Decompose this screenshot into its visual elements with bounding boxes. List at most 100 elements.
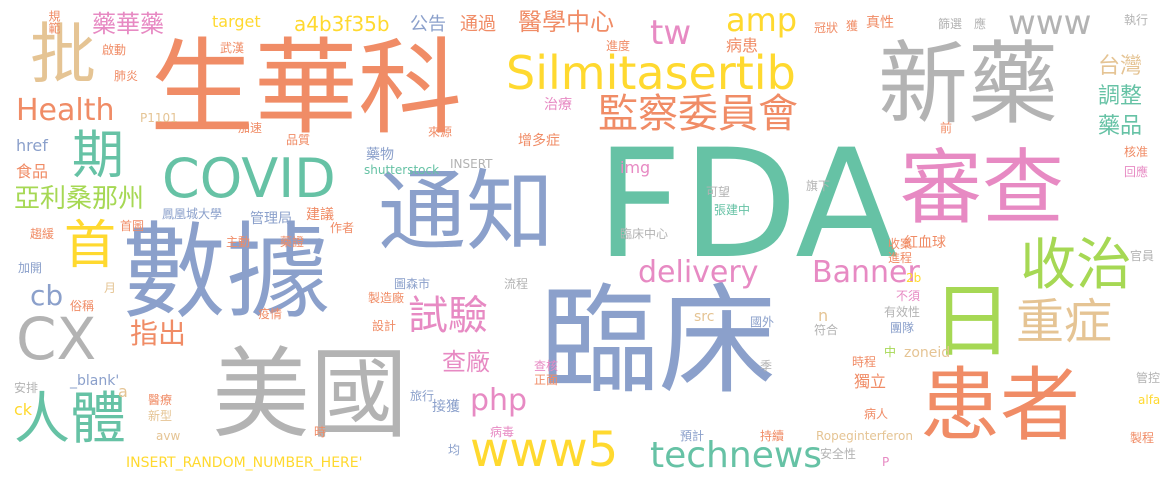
cloud-word-administration: 管理局 — [250, 211, 292, 227]
cloud-word-a: a — [118, 382, 128, 401]
cloud-word-respond: 回應 — [1124, 165, 1149, 179]
cloud-word-severe: 重症 — [1016, 294, 1113, 350]
cloud-word-control: 管控 — [1136, 371, 1161, 385]
cloud-word-fda: FDA — [596, 118, 898, 292]
cloud-word-point-out: 指出 — [130, 317, 187, 350]
cloud-word-review: 審查 — [900, 141, 1065, 236]
cloud-word-ck: ck — [14, 400, 33, 419]
cloud-word-accelerate: 加速 — [238, 121, 263, 135]
cloud-word-2b: 2b — [906, 271, 922, 285]
cloud-word-efficacy: 有效性 — [884, 305, 921, 319]
cloud-word-human-body: 人體 — [14, 387, 126, 452]
cloud-word-phase: 期 — [72, 126, 125, 186]
cloud-word-proactive: 主動 — [226, 235, 251, 249]
cloud-word-www5: www5 — [470, 422, 619, 478]
cloud-word-amp: amp — [726, 1, 798, 39]
cloud-word-tucson: 圖森市 — [394, 277, 431, 291]
cloud-word-cx: CX — [16, 305, 97, 373]
cloud-word-notice: 通知 — [378, 160, 555, 263]
cloud-word-no-need: 不須 — [896, 289, 921, 303]
cloud-word-screening: 篩選 — [938, 17, 963, 31]
cloud-word-month: 月 — [104, 281, 117, 295]
cloud-word-extra-open: 加開 — [18, 261, 43, 275]
cloud-word-insert: INSERT — [450, 157, 493, 171]
cloud-word-foreign: 國外 — [750, 315, 775, 329]
cloud-word-pharmaessentia: 藥華藥 — [92, 10, 164, 38]
cloud-word-manufacturing-plant: 製造廠 — [368, 291, 405, 305]
cloud-word-positive: 正面 — [534, 373, 559, 387]
cloud-word-execute: 執行 — [1124, 13, 1149, 27]
cloud-word-subsidiary: 旗下 — [806, 179, 831, 193]
cloud-word-covid: COVID — [162, 147, 336, 210]
cloud-word-shutterstock: shutterstock — [364, 163, 440, 177]
cloud-word-health: Health — [16, 93, 115, 128]
cloud-word-banner: Banner — [812, 255, 920, 290]
cloud-word-arizona: 亞利桑那州 — [14, 184, 145, 214]
cloud-word-norms: 規範 — [47, 10, 61, 34]
cloud-word-www: www — [1008, 3, 1092, 43]
cloud-word-healthcare: 醫療 — [148, 393, 173, 407]
cloud-word-insert-random: INSERT_RANDOM_NUMBER_HERE' — [126, 455, 363, 471]
cloud-word-when: 時 — [314, 425, 327, 439]
cloud-word-obtain: 獲 — [846, 19, 859, 33]
cloud-word-monitoring-committee: 監察委員會 — [598, 91, 798, 137]
cloud-word-safety: 安全性 — [820, 447, 857, 461]
cloud-word-src: src — [694, 309, 715, 325]
cloud-word-receive: 接獲 — [432, 399, 460, 415]
cloud-word-red-blood-cell: 紅血球 — [904, 235, 946, 251]
cloud-word-middle: 中 — [884, 345, 897, 359]
cloud-word-admit: 收治 — [1020, 233, 1132, 298]
cloud-word-php: php — [470, 383, 528, 418]
cloud-word-treatment: 治療 — [544, 97, 572, 113]
cloud-word-hash: a4b3f35b — [294, 12, 390, 36]
cloud-word-travel: 旅行 — [410, 389, 435, 403]
cloud-word-day: 日 — [932, 275, 1012, 368]
cloud-word-pharmaceuticals: 藥品 — [1098, 114, 1143, 139]
cloud-word-avw: avw — [156, 429, 181, 443]
cloud-word-officials: 官員 — [1130, 249, 1155, 263]
cloud-word-arrange: 安排 — [14, 381, 39, 395]
cloud-word-first: 首 — [64, 216, 117, 276]
cloud-word-img: img — [620, 158, 651, 177]
cloud-word-comply: 符合 — [814, 323, 839, 337]
cloud-word-company: 生華科 — [150, 27, 463, 149]
cloud-word-design: 設計 — [372, 319, 397, 333]
cloud-word-target: target — [212, 12, 261, 31]
cloud-word-team: 團隊 — [890, 321, 915, 335]
cloud-word-header-image: 首圖 — [120, 219, 145, 233]
cloud-word-p: P — [882, 455, 890, 469]
cloud-word-should: 應 — [974, 17, 987, 31]
cloud-word-drugs: 藥物 — [366, 147, 394, 163]
cloud-word-alfa: alfa — [1138, 393, 1161, 407]
cloud-word-href: href — [16, 136, 48, 155]
cloud-word-factory-inspection: 查廠 — [442, 348, 490, 376]
cloud-word-n: n — [818, 306, 829, 325]
cloud-word-taiwan: 台灣 — [1098, 54, 1143, 79]
cloud-word-approve: 核准 — [1124, 145, 1149, 159]
cloud-word-audit: 查核 — [534, 359, 559, 373]
cloud-word-data: 數據 — [122, 211, 331, 333]
cloud-word-schedule: 時程 — [852, 355, 877, 369]
cloud-word-batch: 批 — [30, 16, 96, 93]
cloud-word-tw: tw — [650, 13, 692, 53]
cloud-word-epidemic: 疫情 — [258, 307, 283, 321]
cloud-word-food: 食品 — [16, 162, 49, 181]
cloud-word-ill-patient: 病患 — [726, 36, 759, 55]
cloud-word-slowdown: 趨緩 — [30, 227, 55, 241]
cloud-word-zhang: 張建中 — [714, 203, 751, 217]
cloud-word-coronavirus: 冠狀 — [814, 21, 839, 35]
cloud-word-pneumonia: 肺炎 — [114, 69, 139, 83]
cloud-word-cb: cb — [30, 279, 64, 312]
cloud-word-wuhan: 武漢 — [220, 41, 245, 55]
cloud-word-launch: 啟動 — [102, 43, 127, 57]
cloud-word-ropeginterferon: Ropeginterferon — [816, 429, 913, 443]
cloud-word-continue: 持續 — [760, 429, 785, 443]
cloud-word-sick-person: 病人 — [864, 407, 889, 421]
cloud-word-quality: 品質 — [286, 133, 311, 147]
cloud-word-silmitasertib: Silmitasertib — [506, 46, 796, 100]
cloud-word-progress-course: 進程 — [888, 251, 913, 265]
cloud-word-enrollment: 收案 — [888, 237, 913, 251]
cloud-word-manufacturing: 製程 — [1130, 431, 1155, 445]
cloud-word-blank: _blank' — [70, 373, 120, 389]
